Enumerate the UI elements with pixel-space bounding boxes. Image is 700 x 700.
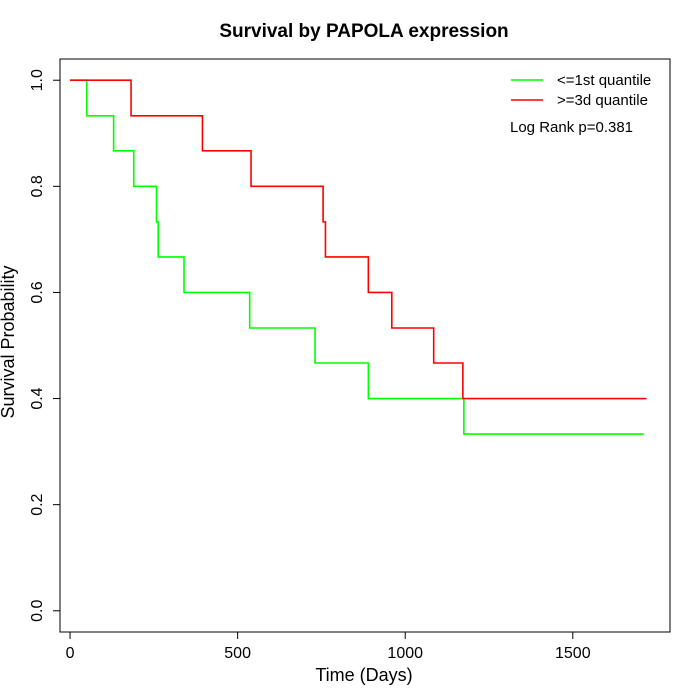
series-line-2 xyxy=(70,79,647,400)
y-tick-label: 0.8 xyxy=(29,175,46,197)
series-line-1 xyxy=(70,79,644,435)
y-tick-label: 1.0 xyxy=(29,69,46,91)
series-layer xyxy=(70,79,647,435)
y-tick-label: 0.0 xyxy=(29,600,46,622)
y-axis: 0.0 0.2 0.4 0.6 0.8 1.0 xyxy=(29,69,61,622)
x-tick-label: 1000 xyxy=(387,645,423,662)
y-axis-label: Survival Probability xyxy=(0,265,18,418)
legend-label: <=1st quantile xyxy=(557,72,651,89)
y-tick-label: 0.4 xyxy=(29,387,46,409)
chart-title: Survival by PAPOLA expression xyxy=(219,21,508,42)
plot-frame xyxy=(59,58,671,633)
y-tick-label: 0.2 xyxy=(29,493,46,515)
legend: <=1st quantile >=3d quantile xyxy=(511,72,651,109)
x-tick-label: 1500 xyxy=(555,645,591,662)
log-rank-annotation: Log Rank p=0.381 xyxy=(510,119,633,136)
x-tick-label: 500 xyxy=(224,645,251,662)
legend-label: >=3d quantile xyxy=(557,92,648,109)
y-tick-label: 0.6 xyxy=(29,281,46,303)
x-tick-label: 0 xyxy=(66,645,75,662)
x-axis: 0 500 1000 1500 xyxy=(66,631,591,662)
x-axis-label: Time (Days) xyxy=(315,665,412,685)
